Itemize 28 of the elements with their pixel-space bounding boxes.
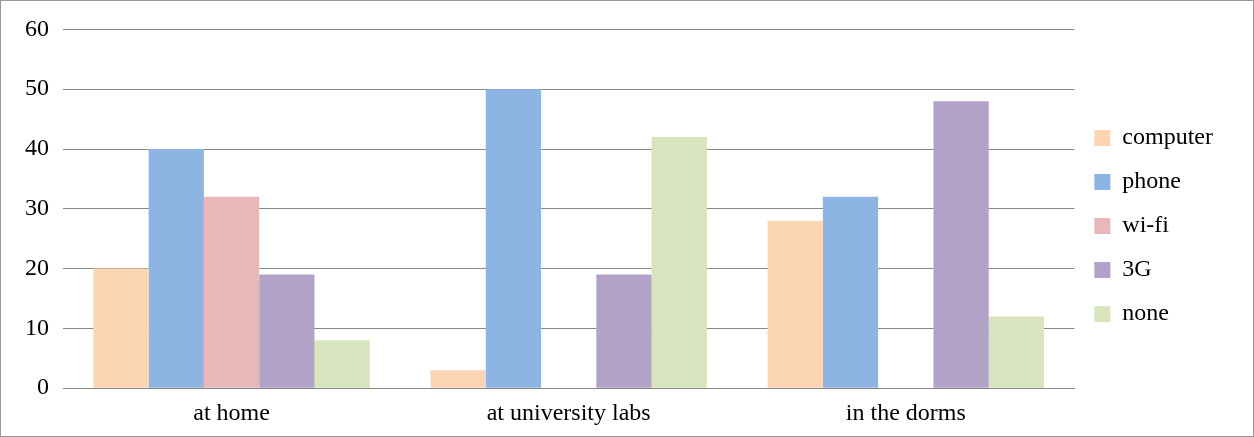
y-tick-label: 30 xyxy=(25,194,49,221)
y-tick-label: 0 xyxy=(37,373,49,400)
bar xyxy=(430,370,486,388)
y-tick-label: 50 xyxy=(25,74,49,101)
bar xyxy=(93,268,149,388)
bar xyxy=(314,340,370,388)
legend-label: wi-fi xyxy=(1122,211,1170,238)
legend-label: phone xyxy=(1122,167,1182,194)
bar xyxy=(822,196,879,388)
bar xyxy=(933,101,989,388)
y-tick-label: 40 xyxy=(25,134,49,161)
bar xyxy=(651,137,707,388)
x-tick-label: at home xyxy=(193,398,270,425)
bar xyxy=(485,89,542,388)
bar xyxy=(203,196,260,388)
bar xyxy=(596,274,652,388)
y-tick-label: 60 xyxy=(25,14,49,41)
x-tick-label: in the dorms xyxy=(845,398,966,425)
legend-label: none xyxy=(1122,299,1170,326)
bar xyxy=(148,149,204,388)
x-tick-label: at university labs xyxy=(486,398,651,425)
bar xyxy=(767,220,823,388)
y-tick-label: 20 xyxy=(25,253,49,280)
bar xyxy=(988,316,1045,388)
legend-label: 3G xyxy=(1122,255,1152,282)
bar xyxy=(259,274,315,388)
legend-label: computer xyxy=(1122,123,1214,150)
y-tick-label: 10 xyxy=(25,313,49,340)
